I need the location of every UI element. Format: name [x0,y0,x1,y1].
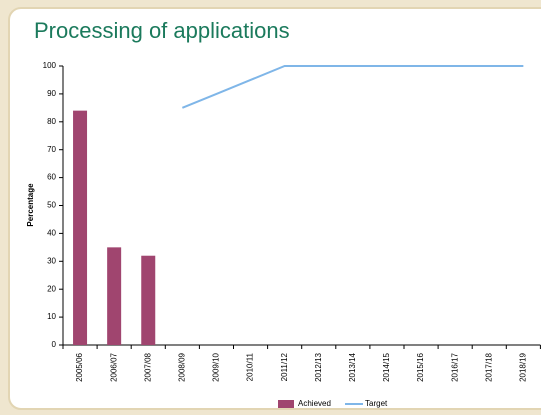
y-tick-label: 30 [47,256,56,265]
line [181,65,524,109]
bar [107,247,122,345]
x-tick-label: 2015/16 [416,352,425,381]
y-tick-label: 40 [47,229,56,238]
y-tick-label: 50 [47,201,56,210]
bar [73,110,88,345]
y-axis-label: Percentage [26,183,35,227]
y-tick-label: 60 [47,173,56,182]
x-tick-label: 2006/07 [109,352,118,381]
x-tick-label: 2005/06 [75,352,84,381]
x-tick-label: 2007/08 [143,352,152,381]
x-tick-label: 2018/19 [518,352,527,381]
x-tick-label: 2010/11 [246,352,255,381]
legend-swatch [278,400,294,408]
y-tick-label: 20 [47,284,56,293]
x-tick-label: 2013/14 [348,352,357,381]
x-tick-label: 2009/10 [212,352,221,381]
x-tick-label: 2008/09 [177,352,186,381]
x-tick-label: 2016/17 [450,352,459,381]
x-tick-label: 2017/18 [484,352,493,381]
y-tick-label: 90 [47,89,56,98]
panel [8,7,541,410]
y-tick-label: 80 [47,117,56,126]
legend-label: Achieved [298,399,331,408]
y-tick-label: 70 [47,145,56,154]
chart-title: Processing of applications [34,18,290,43]
x-tick-label: 2012/13 [314,352,323,381]
bar [141,255,156,345]
x-tick-label: 2011/12 [280,352,289,381]
y-tick-label: 100 [43,61,57,70]
x-tick-label: 2014/15 [382,352,391,381]
y-tick-label: 0 [52,340,57,349]
legend-label: Target [365,399,388,408]
y-tick-label: 10 [47,312,56,321]
